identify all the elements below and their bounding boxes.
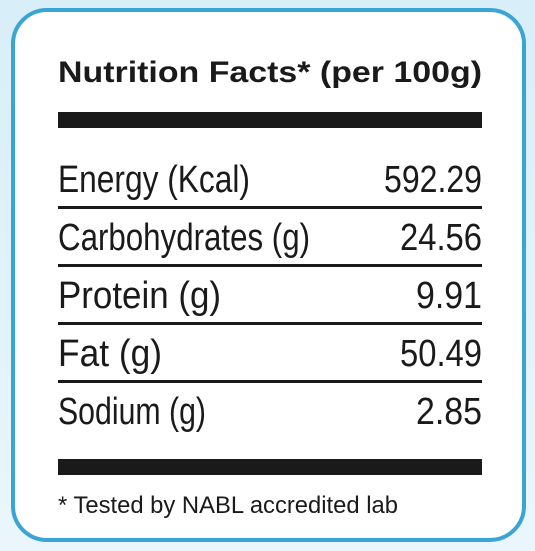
nutrient-value: 24.56	[400, 217, 482, 259]
thick-rule	[58, 459, 482, 475]
row-divider	[58, 264, 482, 267]
row-divider	[58, 380, 482, 383]
thick-rule	[58, 112, 482, 128]
row-divider	[58, 322, 482, 325]
nutrient-value: 50.49	[400, 333, 482, 375]
nutrient-value: 2.85	[416, 391, 482, 433]
nutrient-name: Protein (g)	[58, 275, 221, 317]
nutrient-name: Fat (g)	[58, 333, 162, 375]
title: Nutrition Facts* (per 100g)	[58, 56, 482, 89]
nutrient-name: Carbohydrates (g)	[58, 217, 310, 259]
nutrient-name: Sodium (g)	[58, 391, 206, 433]
footnote: * Tested by NABL accredited lab	[58, 492, 398, 519]
nutrient-value: 9.91	[416, 275, 482, 317]
row-divider	[58, 206, 482, 209]
nutrient-value: 592.29	[384, 159, 482, 201]
nutrient-rows: Energy (Kcal) 592.29 Carbohydrates (g) 24.5…	[58, 159, 482, 433]
nutrient-name: Energy (Kcal)	[58, 159, 250, 201]
card-border	[11, 8, 526, 542]
